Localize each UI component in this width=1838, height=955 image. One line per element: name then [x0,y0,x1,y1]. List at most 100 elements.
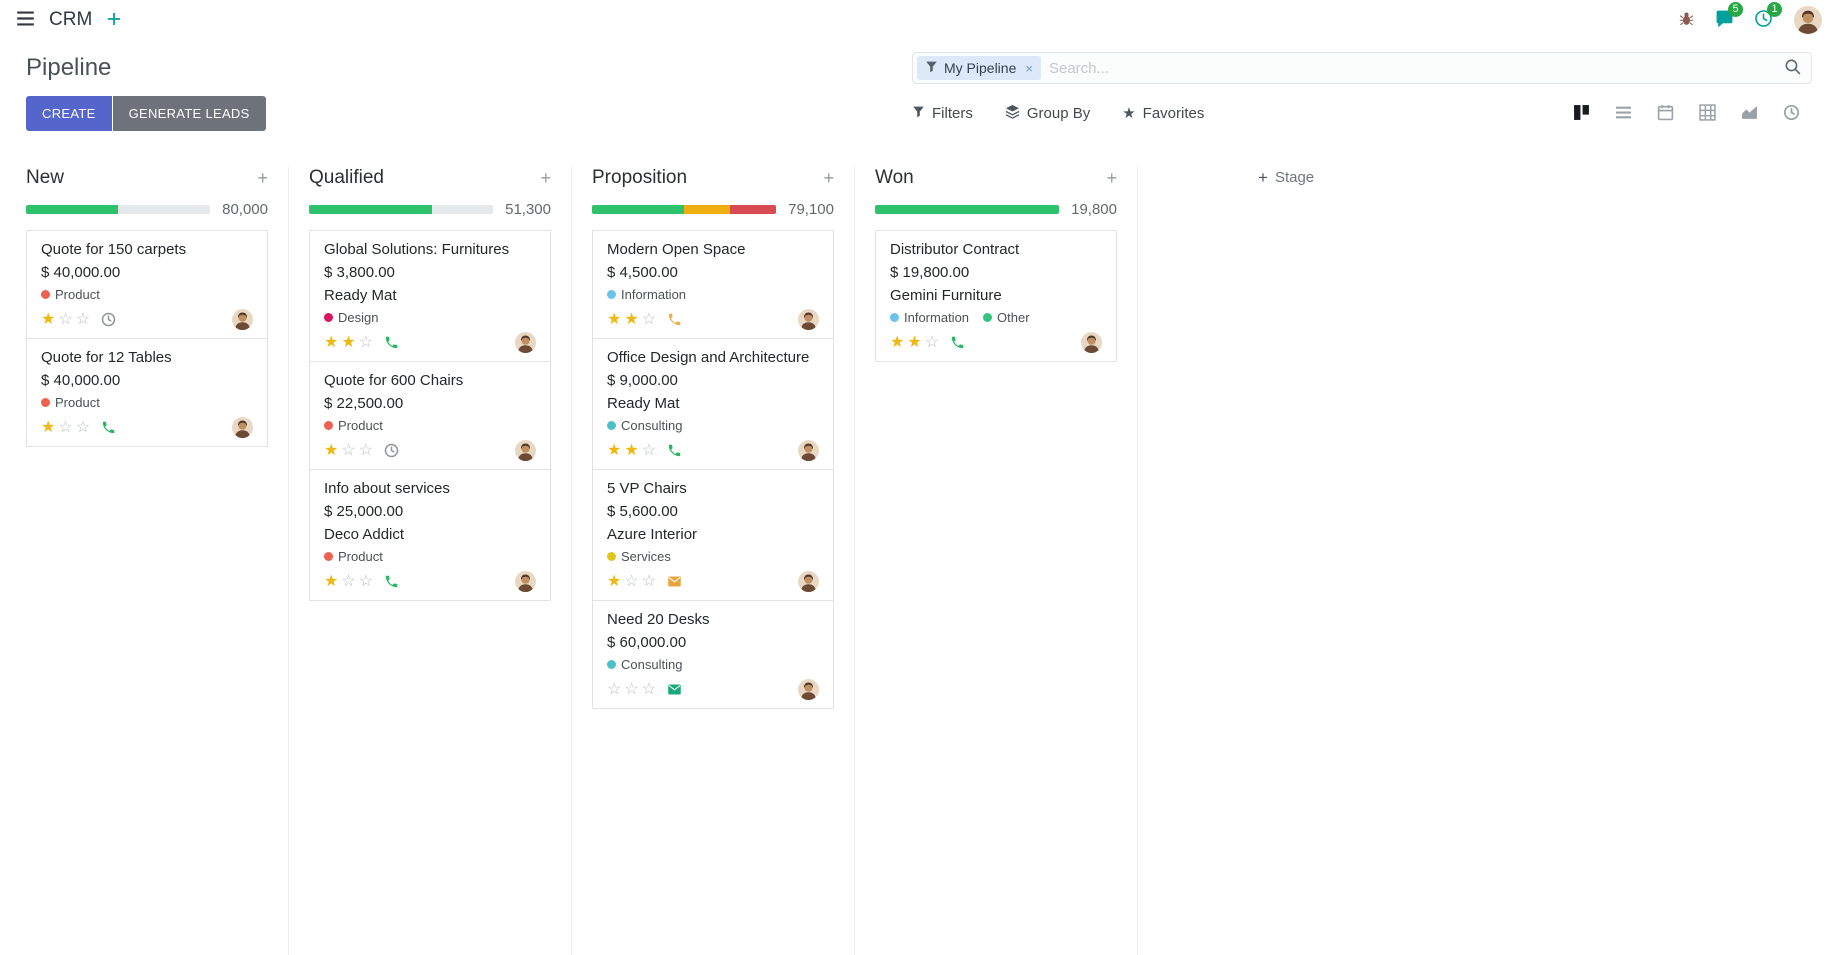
column-progressbar[interactable] [309,205,494,214]
star-empty-icon[interactable]: ☆ [624,572,639,590]
star-empty-icon[interactable]: ☆ [58,310,73,328]
priority-stars[interactable]: ★ ☆ ☆ [41,418,91,436]
progress-segment[interactable] [592,205,685,214]
search-input[interactable] [1048,59,1776,77]
salesperson-avatar[interactable] [232,417,253,438]
column-title[interactable]: Won [875,167,914,188]
kanban-card[interactable]: Global Solutions: Furnitures $ 3,800.00 Re… [309,230,551,362]
phone-activity-icon[interactable] [667,312,682,327]
star-filled-icon[interactable]: ★ [341,333,356,351]
activity-view-button[interactable] [1770,98,1812,130]
salesperson-avatar[interactable] [798,571,819,592]
search-bar[interactable]: My Pipeline × [912,52,1812,84]
user-avatar[interactable] [1794,6,1822,34]
priority-stars[interactable]: ★ ☆ ☆ [607,572,657,590]
column-progressbar[interactable] [26,205,211,214]
activities-menu-button[interactable]: 1 [1747,2,1782,35]
search-button[interactable] [1784,58,1801,78]
progress-segment[interactable] [309,205,433,214]
star-filled-icon[interactable]: ★ [324,333,339,351]
clock-activity-icon[interactable] [384,443,399,458]
envelope-activity-icon[interactable] [667,682,682,697]
star-filled-icon[interactable]: ★ [607,310,622,328]
priority-stars[interactable]: ★ ★ ☆ [607,441,657,459]
salesperson-avatar[interactable] [798,440,819,461]
graph-view-button[interactable] [1728,98,1770,130]
debug-button[interactable] [1671,6,1702,34]
phone-activity-icon[interactable] [384,574,399,589]
column-title[interactable]: Proposition [592,167,688,188]
kanban-card[interactable]: Modern Open Space $ 4,500.00 Information ★ ★… [592,230,834,339]
star-filled-icon[interactable]: ★ [624,310,639,328]
app-name[interactable]: CRM [49,9,93,30]
star-empty-icon[interactable]: ☆ [358,441,374,459]
priority-stars[interactable]: ☆ ☆ ☆ [607,680,657,698]
priority-stars[interactable]: ★ ☆ ☆ [324,572,373,590]
salesperson-avatar[interactable] [515,571,536,592]
search-facet-my-pipeline[interactable]: My Pipeline × [917,56,1041,80]
star-empty-icon[interactable]: ☆ [924,333,940,351]
star-empty-icon[interactable]: ☆ [624,680,639,698]
column-title[interactable]: New [26,167,65,188]
quick-create-button[interactable]: + [1106,168,1117,188]
kanban-card[interactable]: 5 VP Chairs $ 5,600.00 Azure Interior Servi… [592,469,834,601]
priority-stars[interactable]: ★ ★ ☆ [890,333,940,351]
star-empty-icon[interactable]: ☆ [341,441,356,459]
progress-segment[interactable] [684,205,731,214]
phone-activity-icon[interactable] [384,335,399,350]
star-empty-icon[interactable]: ☆ [358,333,374,351]
kanban-card[interactable]: Quote for 600 Chairs $ 22,500.00 Product ★ ☆… [309,361,551,470]
kanban-card[interactable]: Office Design and Architecture $ 9,000.00… [592,338,834,470]
star-empty-icon[interactable]: ☆ [641,441,657,459]
salesperson-avatar[interactable] [798,309,819,330]
generate-leads-button[interactable]: GENERATE LEADS [112,96,266,131]
envelope-activity-icon[interactable] [667,574,682,589]
priority-stars[interactable]: ★ ★ ☆ [607,310,657,328]
salesperson-avatar[interactable] [515,440,536,461]
kanban-card[interactable]: Distributor Contract $ 19,800.00 Gemini Fu… [875,230,1117,362]
pivot-view-button[interactable] [1686,98,1728,130]
star-filled-icon[interactable]: ★ [607,441,622,459]
clock-activity-icon[interactable] [101,312,116,327]
facet-remove-icon[interactable]: × [1025,60,1033,76]
star-empty-icon[interactable]: ☆ [607,680,622,698]
kanban-card[interactable]: Quote for 150 carpets $ 40,000.00 Product ★… [26,230,268,339]
star-empty-icon[interactable]: ☆ [58,418,73,436]
salesperson-avatar[interactable] [232,309,253,330]
group-by-button[interactable]: Group By [1005,104,1090,123]
progress-segment[interactable] [875,205,1060,214]
star-empty-icon[interactable]: ☆ [641,680,657,698]
phone-activity-icon[interactable] [667,443,682,458]
star-filled-icon[interactable]: ★ [324,441,339,459]
create-button[interactable]: CREATE [26,96,112,131]
star-filled-icon[interactable]: ★ [607,572,622,590]
star-empty-icon[interactable]: ☆ [341,572,356,590]
kanban-card[interactable]: Need 20 Desks $ 60,000.00 Consulting ☆ ☆ ☆ [592,600,834,709]
star-empty-icon[interactable]: ☆ [641,572,657,590]
kanban-view-button[interactable] [1560,98,1602,130]
progress-segment[interactable] [730,205,777,214]
filters-button[interactable]: Filters [912,104,973,123]
star-empty-icon[interactable]: ☆ [75,310,91,328]
star-empty-icon[interactable]: ☆ [641,310,657,328]
phone-activity-icon[interactable] [950,335,965,350]
priority-stars[interactable]: ★ ☆ ☆ [324,441,374,459]
progress-segment[interactable] [26,205,119,214]
calendar-view-button[interactable] [1644,98,1686,130]
messages-menu-button[interactable]: 5 [1708,2,1743,35]
favorites-button[interactable]: ★ Favorites [1122,104,1204,123]
salesperson-avatar[interactable] [1081,332,1102,353]
salesperson-avatar[interactable] [798,679,819,700]
column-progressbar[interactable] [875,205,1060,214]
star-filled-icon[interactable]: ★ [907,333,922,351]
add-menu-button[interactable] [100,7,128,34]
kanban-card[interactable]: Quote for 12 Tables $ 40,000.00 Product ★ ☆ ☆ [26,338,268,447]
star-empty-icon[interactable]: ☆ [75,418,91,436]
star-filled-icon[interactable]: ★ [324,572,339,590]
kanban-card[interactable]: Info about services $ 25,000.00 Deco Addic… [309,469,551,601]
list-view-button[interactable] [1602,98,1644,130]
progress-segment[interactable] [432,205,494,214]
priority-stars[interactable]: ★ ☆ ☆ [41,310,91,328]
column-progressbar[interactable] [592,205,777,214]
salesperson-avatar[interactable] [515,332,536,353]
